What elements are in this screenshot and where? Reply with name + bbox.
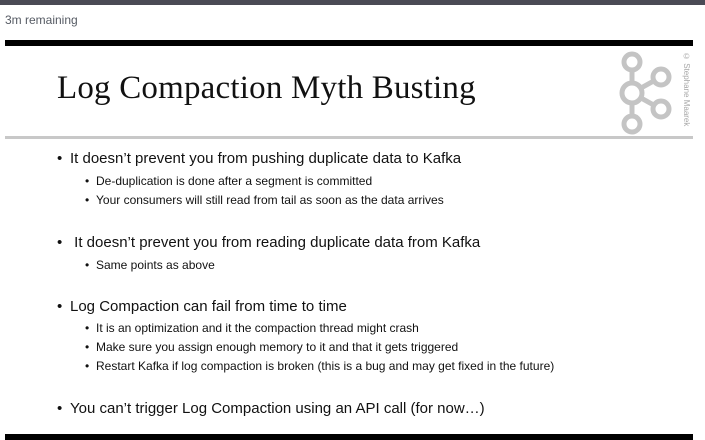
bullet-marker: • [57,400,63,417]
sub-bullet-marker: • [85,321,90,335]
bullet-text: It doesn’t prevent you from reading dupl… [70,234,481,251]
sub-point: • Same points as above [85,258,215,272]
slide: Log Compaction Myth Busting © Stephane M… [5,40,693,440]
sub-bullet-marker: • [85,174,90,188]
sub-point: • It is an optimization and it the compac… [85,321,419,335]
bullet-point: • It doesn’t prevent you from reading du… [57,234,480,251]
bullet-marker: • [57,150,63,167]
sub-point-text: De-duplication is done after a segment i… [96,174,373,188]
sub-point-text: Same points as above [96,258,215,272]
time-remaining: 3m remaining [5,13,78,27]
sub-bullet-marker: • [85,340,90,354]
sub-point-text: It is an optimization and it the compact… [96,321,419,335]
bullet-marker: • [57,298,63,315]
bullet-text: You can’t trigger Log Compaction using a… [70,400,485,417]
sub-point: • De-duplication is done after a segment … [85,174,372,188]
sub-bullet-marker: • [85,258,90,272]
slide-title: Log Compaction Myth Busting [57,70,476,106]
sub-point-text: Your consumers will still read from tail… [96,193,444,207]
sub-point: • Your consumers will still read from tai… [85,193,444,207]
bullet-text: It doesn’t prevent you from pushing dupl… [70,150,462,167]
sub-bullet-marker: • [85,359,90,373]
slide-bottom-bar [5,434,693,440]
bullet-point: • It doesn’t prevent you from pushing dup… [57,150,461,167]
bullet-text: Log Compaction can fail from time to tim… [70,298,347,315]
title-divider [5,136,693,139]
sub-bullet-marker: • [85,193,90,207]
bullet-marker: • [57,234,63,251]
sub-point: • Restart Kafka if log compaction is brok… [85,359,554,373]
sub-point: • Make sure you assign enough memory to i… [85,340,458,354]
top-border [0,0,705,5]
slide-top-bar [5,40,693,46]
sub-point-text: Restart Kafka if log compaction is broke… [96,359,555,373]
sub-point-text: Make sure you assign enough memory to it… [96,340,459,354]
kafka-logo-icon [619,51,672,135]
copyright-notice: © Stephane Maarek [682,52,691,127]
bullet-point: • Log Compaction can fail from time to ti… [57,298,347,315]
bullet-point: • You can’t trigger Log Compaction using … [57,400,485,417]
